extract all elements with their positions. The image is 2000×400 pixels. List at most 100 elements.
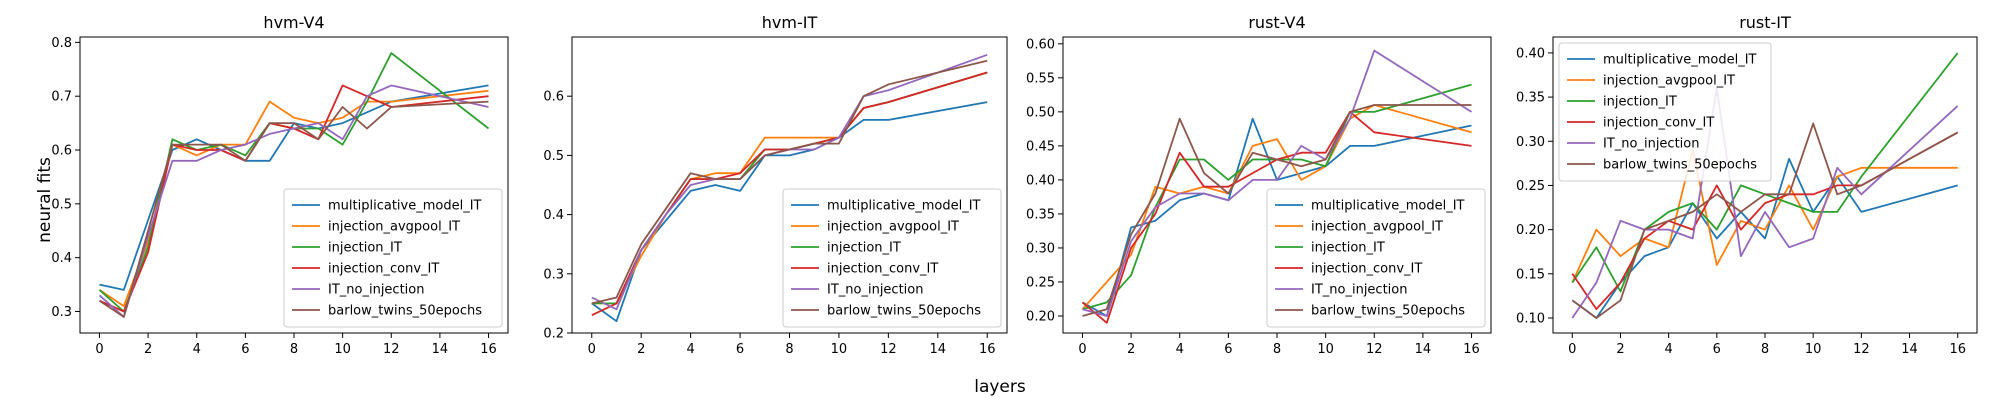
y-tick-label: 0.35 <box>1026 207 1055 222</box>
x-tick-label: 16 <box>1463 342 1480 357</box>
y-tick-label: 0.25 <box>1516 179 1545 194</box>
subplot-title: hvm-IT <box>762 13 818 32</box>
legend-label: injection_IT <box>1311 241 1385 256</box>
x-tick-label: 2 <box>637 342 645 357</box>
legend-label: multiplicative_model_IT <box>328 199 482 214</box>
x-tick-label: 14 <box>432 342 449 357</box>
legend-label: multiplicative_model_IT <box>1603 53 1757 68</box>
legend-box <box>1266 188 1486 328</box>
series-line-IT_no_injection <box>1082 49 1472 317</box>
y-tick-label: 0.60 <box>1026 37 1055 52</box>
x-tick-label: 4 <box>193 342 201 357</box>
x-tick-label: 16 <box>1949 342 1966 357</box>
x-tick-label: 8 <box>1761 342 1769 357</box>
x-tick-label: 6 <box>736 342 744 357</box>
y-tick-label: 0.30 <box>1516 135 1545 150</box>
series-line-barlow_twins_50epochs <box>591 59 988 305</box>
x-tick-label: 14 <box>930 342 947 357</box>
legend-box <box>1558 42 1772 182</box>
y-tick-label: 0.4 <box>543 208 564 223</box>
x-tick-label: 14 <box>1901 342 1918 357</box>
x-tick-label: 14 <box>1415 342 1432 357</box>
x-tick-label: 6 <box>241 342 249 357</box>
legend-label: injection_conv_IT <box>328 262 439 277</box>
y-tick-label: 0.7 <box>51 90 72 105</box>
series-line-barlow_twins_50epochs <box>1571 122 1959 319</box>
series-line-IT_no_injection <box>98 84 489 318</box>
y-tick-label: 0.40 <box>1026 173 1055 188</box>
legend-label: injection_avgpool_IT <box>827 220 959 235</box>
x-tick-label: 4 <box>1176 342 1184 357</box>
x-tick-label: 12 <box>1366 342 1383 357</box>
x-tick-label: 6 <box>1224 342 1232 357</box>
series-line-multiplicative_model_IT <box>99 84 489 291</box>
series-line-barlow_twins_50epochs <box>99 100 489 318</box>
x-tick-label: 6 <box>1713 342 1721 357</box>
legend-label: multiplicative_model_IT <box>827 199 981 214</box>
subplots: hvm-V4 0 2 4 6 8 10 12 14 16 0.3 0.4 0.5 0.6 0.7 0.8 mul… <box>51 13 1978 357</box>
x-tick-label: 0 <box>1568 342 1576 357</box>
y-tick-label: 0.3 <box>543 267 564 282</box>
y-tick-label: 0.40 <box>1516 46 1545 61</box>
figure-xlabel: layers <box>974 377 1026 397</box>
series-line-barlow_twins_50epochs <box>1082 104 1472 317</box>
legend: multiplicative_model_IT injection_avgpool… <box>782 188 1002 328</box>
y-tick-label: 0.25 <box>1026 275 1055 290</box>
legend-label: injection_IT <box>827 241 901 256</box>
subplot-hvm-IT: hvm-IT 0 2 4 6 8 10 12 14 16 0.2 0.3 0.4 0.5 0.6 multip… <box>543 13 1008 357</box>
y-tick-label: 0.8 <box>51 36 72 51</box>
x-tick-label: 4 <box>1664 342 1672 357</box>
legend-label: IT_no_injection <box>827 283 923 298</box>
legend-box <box>283 188 503 328</box>
y-tick-label: 0.6 <box>51 144 72 159</box>
x-tick-label: 8 <box>290 342 298 357</box>
x-tick-label: 12 <box>1853 342 1870 357</box>
subplot-title: rust-IT <box>1739 13 1791 32</box>
legend: multiplicative_model_IT injection_avgpool… <box>283 188 503 328</box>
legend-label: injection_conv_IT <box>827 262 938 277</box>
x-tick-label: 4 <box>686 342 694 357</box>
legend-label: barlow_twins_50epochs <box>328 304 482 319</box>
x-tick-label: 16 <box>480 342 497 357</box>
legend: multiplicative_model_IT injection_avgpool… <box>1266 188 1486 328</box>
subplot-title: hvm-V4 <box>263 13 324 32</box>
figure-ylabel: neural fits <box>35 157 55 243</box>
x-tick-label: 10 <box>831 342 848 357</box>
y-tick-label: 0.20 <box>1516 223 1545 238</box>
y-tick-label: 0.2 <box>543 327 564 342</box>
x-tick-label: 10 <box>1317 342 1334 357</box>
x-tick-label: 0 <box>95 342 103 357</box>
x-tick-label: 0 <box>588 342 596 357</box>
legend-label: injection_IT <box>328 241 402 256</box>
y-tick-label: 0.15 <box>1516 267 1545 282</box>
x-tick-label: 8 <box>1273 342 1281 357</box>
x-tick-label: 10 <box>1805 342 1822 357</box>
x-tick-label: 12 <box>880 342 897 357</box>
legend-label: injection_conv_IT <box>1311 262 1422 277</box>
legend-label: barlow_twins_50epochs <box>827 304 981 319</box>
legend-label: injection_IT <box>1603 95 1677 110</box>
legend-label: barlow_twins_50epochs <box>1311 304 1465 319</box>
legend-label: IT_no_injection <box>1603 137 1699 152</box>
x-tick-label: 2 <box>1616 342 1624 357</box>
series-line-injection_conv_IT <box>1571 131 1959 311</box>
legend-label: injection_conv_IT <box>1603 116 1714 131</box>
y-tick-label: 0.55 <box>1026 71 1055 86</box>
x-tick-label: 0 <box>1078 342 1086 357</box>
subplot-rust-IT: rust-IT 0 2 4 6 8 10 12 14 16 0.10 0.15 0.20 0.25 0.30… <box>1516 13 1978 357</box>
y-tick-label: 0.10 <box>1516 311 1545 326</box>
y-tick-label: 0.20 <box>1026 309 1055 324</box>
x-tick-label: 8 <box>785 342 793 357</box>
y-tick-label: 0.6 <box>543 90 564 105</box>
legend-label: IT_no_injection <box>1311 283 1407 298</box>
y-tick-label: 0.3 <box>51 305 72 320</box>
subplot-rust-V4: rust-V4 0 2 4 6 8 10 12 14 16 0.20 0.25 0.30 0.35 0.40… <box>1026 13 1492 357</box>
series-line-injection_avgpool_IT <box>1571 149 1958 283</box>
legend: multiplicative_model_IT injection_avgpool… <box>1558 42 1772 182</box>
subplot-title: rust-V4 <box>1248 13 1305 32</box>
legend-label: injection_avgpool_IT <box>328 220 460 235</box>
legend-label: barlow_twins_50epochs <box>1603 158 1757 173</box>
x-tick-label: 2 <box>1127 342 1135 357</box>
x-tick-label: 2 <box>144 342 152 357</box>
y-tick-label: 0.50 <box>1026 105 1055 120</box>
